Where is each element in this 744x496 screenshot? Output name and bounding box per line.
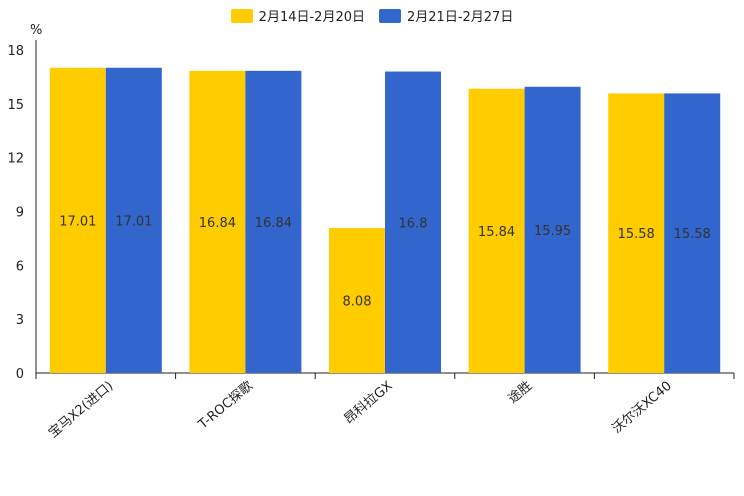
bar-1-1: [49, 67, 106, 373]
bar-2-1: [105, 67, 162, 373]
bar-label-1-1: 17.01: [59, 214, 96, 229]
y-unit-label: %: [30, 23, 42, 38]
bar-label-2-5: 15.58: [674, 227, 711, 242]
y-tick-label: 3: [16, 313, 24, 328]
x-category-label: 昂科拉GX: [342, 379, 396, 428]
bar-1-5: [608, 93, 665, 374]
bar-2-2: [245, 70, 302, 373]
bar-2-5: [664, 93, 721, 374]
legend-item-series-2[interactable]: 2月21日-2月27日: [379, 6, 513, 25]
legend-swatch-series-1: [230, 8, 253, 23]
bar-label-1-3: 8.08: [343, 295, 372, 310]
y-tick-label: 9: [16, 206, 24, 221]
bar-label-1-4: 15.84: [478, 225, 515, 240]
x-category-label: 沃尔沃XC40: [610, 379, 675, 437]
x-category-label: 宝马X2(进口): [46, 379, 116, 441]
legend-swatch-series-2: [379, 8, 401, 23]
bar-1-2: [189, 70, 246, 373]
y-tick-label: 15: [7, 98, 24, 113]
bar-1-4: [468, 88, 525, 373]
legend-label-series-1: 2月14日-2月20日: [258, 10, 365, 25]
bar-2-3: [385, 71, 441, 374]
x-category-label: 途胜: [505, 378, 535, 407]
bar-label-1-2: 16.84: [199, 216, 236, 231]
legend-label-series-2: 2月21日-2月27日: [407, 10, 514, 25]
bar-label-2-4: 15.95: [534, 224, 571, 239]
bar-label-2-3: 16.8: [399, 216, 428, 231]
bar-label-1-5: 15.58: [618, 227, 655, 242]
bar-1-3: [329, 228, 385, 373]
legend: 2月14日-2月20日 2月21日-2月27日: [0, 6, 744, 25]
legend-item-series-1[interactable]: 2月14日-2月20日: [230, 6, 365, 25]
x-category-label: T-ROC探歌: [195, 379, 256, 433]
bar-label-2-1: 17.01: [115, 214, 152, 229]
y-tick-label: 6: [16, 259, 24, 274]
y-tick-label: 18: [7, 44, 24, 59]
y-tick-label: 0: [16, 367, 24, 382]
bar-label-2-2: 16.84: [255, 216, 292, 231]
bar-2-4: [524, 86, 581, 374]
y-tick-label: 12: [7, 152, 24, 167]
